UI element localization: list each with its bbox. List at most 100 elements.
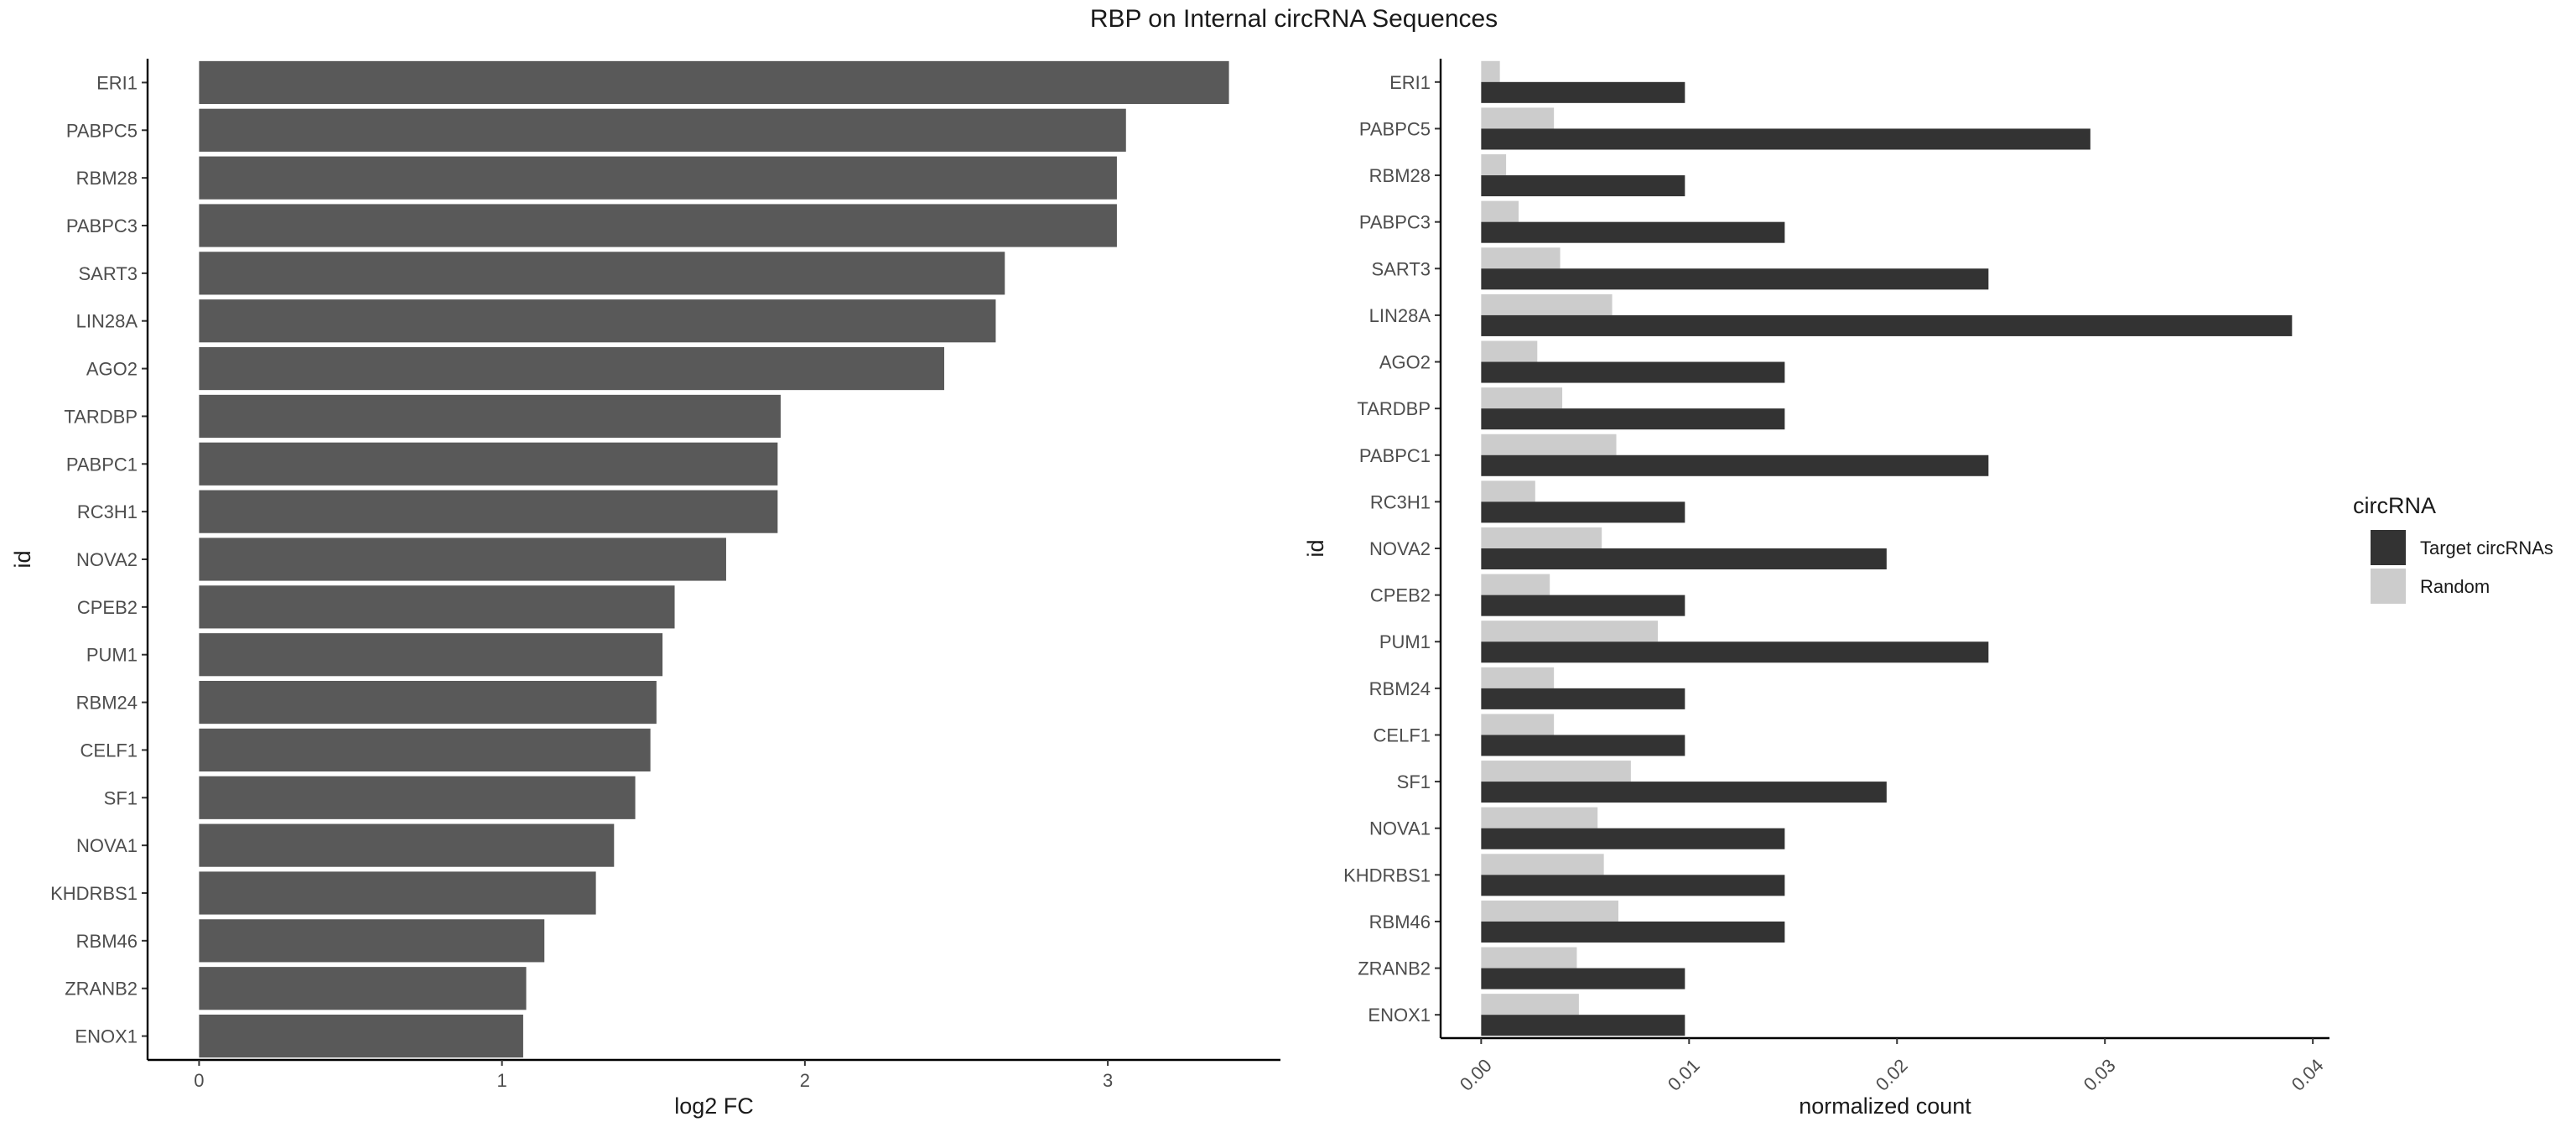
log2fc-panel: ERI1 PABPC5 RBM28 PABPC3 SART3 LIN28A AGO2 TARD…: [10, 59, 1280, 1119]
y-tick-label-pabpc1: PABPC1: [1359, 445, 1431, 466]
bar-target-pabpc1: [1481, 454, 1989, 476]
bar-log2fc-pum1: [199, 633, 663, 677]
bar-log2fc-khdrbs1: [199, 871, 596, 915]
bar-random-pabpc5: [1481, 107, 1555, 129]
bar-log2fc-zranb2: [199, 967, 527, 1010]
bar-log2fc-nova1: [199, 823, 615, 867]
bar-target-zranb2: [1481, 968, 1685, 989]
legend-swatch-target-circrnas: [2371, 530, 2406, 565]
y-tick-label-pabpc3: PABPC3: [1359, 212, 1431, 233]
bar-random-enox1: [1481, 994, 1579, 1015]
bar-target-nova1: [1481, 828, 1785, 849]
y-tick-label-sf1: SF1: [104, 787, 138, 808]
x-axis-title: normalized count: [1799, 1093, 1971, 1119]
bar-log2fc-ago2: [199, 346, 945, 391]
bar-target-ago2: [1481, 361, 1785, 383]
bar-log2fc-pabpc5: [199, 108, 1126, 152]
bar-random-sf1: [1481, 761, 1631, 782]
bar-log2fc-nova2: [199, 538, 726, 581]
x-tick-label: 0.00: [1456, 1055, 1496, 1095]
y-tick-label-eri1: ERI1: [1389, 72, 1431, 93]
y-tick-label-rbm28: RBM28: [1369, 165, 1431, 186]
bar-log2fc-rc3h1: [199, 490, 778, 533]
y-tick-label-celf1: CELF1: [1374, 724, 1431, 745]
y-tick-label-ago2: AGO2: [86, 359, 138, 380]
y-tick-label-pabpc5: PABPC5: [66, 120, 138, 141]
bar-target-celf1: [1481, 735, 1685, 756]
y-tick-label-enox1: ENOX1: [75, 1026, 138, 1047]
bar-target-rc3h1: [1481, 501, 1685, 523]
x-tick-label: 1: [497, 1070, 507, 1091]
legend-title: circRNA: [2353, 493, 2436, 518]
bar-random-pabpc3: [1481, 200, 1519, 222]
bar-target-enox1: [1481, 1015, 1685, 1036]
y-tick-label-rbm46: RBM46: [1369, 911, 1431, 932]
bar-log2fc-eri1: [199, 60, 1229, 105]
y-tick-label-cpeb2: CPEB2: [1370, 585, 1431, 606]
bar-random-ago2: [1481, 340, 1538, 362]
y-tick-label-cpeb2: CPEB2: [77, 597, 138, 618]
bar-random-rbm46: [1481, 900, 1618, 922]
bar-random-nova1: [1481, 807, 1598, 828]
bar-random-cpeb2: [1481, 574, 1550, 595]
y-tick-label-pabpc3: PABPC3: [66, 216, 138, 236]
bar-random-rbm28: [1481, 154, 1507, 176]
x-axis-title: log2 FC: [674, 1093, 754, 1119]
bar-log2fc-cpeb2: [199, 585, 675, 629]
x-tick-label: 0.02: [1872, 1055, 1912, 1095]
x-tick-label: 2: [800, 1070, 810, 1091]
y-tick-label-sart3: SART3: [78, 263, 138, 284]
bar-log2fc-sart3: [199, 252, 1005, 295]
y-tick-label-rbm24: RBM24: [76, 693, 138, 714]
y-tick-label-lin28a: LIN28A: [76, 311, 138, 332]
y-tick-label-pabpc5: PABPC5: [1359, 118, 1431, 139]
y-tick-label-nova2: NOVA2: [76, 549, 138, 570]
y-tick-label-lin28a: LIN28A: [1369, 305, 1431, 326]
bar-log2fc-lin28a: [199, 299, 996, 343]
y-axis-title: id: [1303, 539, 1328, 557]
bar-random-rbm24: [1481, 667, 1555, 688]
bar-log2fc-rbm28: [199, 156, 1117, 200]
bar-target-nova2: [1481, 548, 1887, 570]
x-tick-label: 0.03: [2080, 1055, 2120, 1095]
y-tick-label-pum1: PUM1: [1379, 631, 1431, 652]
bar-log2fc-tardbp: [199, 394, 781, 439]
bar-target-pabpc5: [1481, 128, 2090, 150]
bar-target-sf1: [1481, 782, 1887, 803]
chart-title: RBP on Internal circRNA Sequences: [1090, 5, 1498, 33]
y-tick-label-nova1: NOVA1: [76, 835, 138, 856]
legend-swatch-random: [2371, 569, 2406, 604]
bar-target-khdrbs1: [1481, 875, 1785, 896]
y-tick-label-rbm24: RBM24: [1369, 678, 1431, 699]
bar-random-rc3h1: [1481, 480, 1535, 502]
y-tick-label-zranb2: ZRANB2: [65, 979, 138, 1000]
bar-random-tardbp: [1481, 387, 1563, 409]
bar-log2fc-pabpc3: [199, 204, 1117, 247]
y-tick-label-sart3: SART3: [1371, 258, 1431, 279]
bar-target-rbm24: [1481, 688, 1685, 709]
bar-target-eri1: [1481, 81, 1685, 103]
bar-target-rbm46: [1481, 921, 1785, 943]
x-tick-label: 0: [194, 1070, 204, 1091]
y-tick-label-enox1: ENOX1: [1368, 1005, 1431, 1026]
y-tick-label-rc3h1: RC3H1: [1370, 491, 1431, 512]
bar-log2fc-enox1: [199, 1014, 523, 1058]
bar-target-pum1: [1481, 641, 1989, 663]
bar-random-sart3: [1481, 247, 1561, 269]
y-tick-label-pum1: PUM1: [86, 645, 138, 666]
y-tick-label-rbm46: RBM46: [76, 931, 138, 952]
legend: circRNA Target circRNAs Random: [2353, 493, 2553, 604]
bar-target-pabpc3: [1481, 221, 1785, 243]
x-tick-label: 0.01: [1664, 1055, 1704, 1095]
bar-random-khdrbs1: [1481, 854, 1604, 875]
y-tick-label-nova2: NOVA2: [1369, 538, 1431, 559]
bar-random-celf1: [1481, 714, 1555, 735]
y-axis-title: id: [10, 550, 35, 568]
y-tick-label-rc3h1: RC3H1: [77, 501, 138, 522]
y-tick-label-eri1: ERI1: [96, 72, 138, 93]
bar-log2fc-rbm24: [199, 680, 657, 724]
bar-log2fc-pabpc1: [199, 442, 778, 486]
legend-label-target-circrnas: Target circRNAs: [2420, 538, 2553, 558]
y-tick-label-celf1: CELF1: [80, 740, 138, 761]
